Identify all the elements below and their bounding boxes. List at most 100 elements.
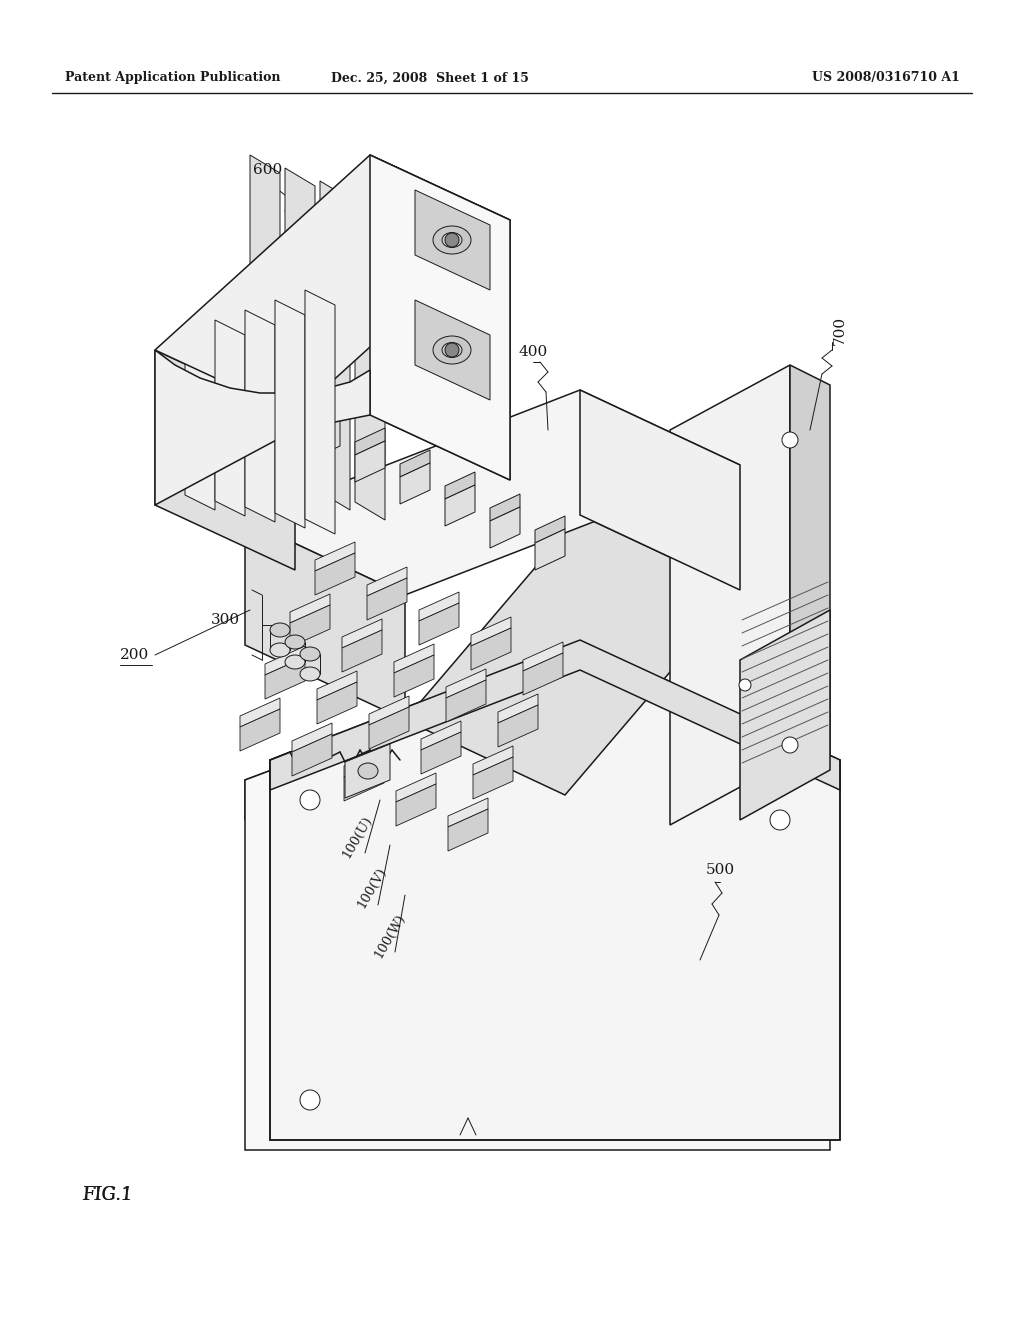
Ellipse shape [433, 337, 471, 364]
Polygon shape [345, 744, 390, 799]
Polygon shape [290, 605, 330, 647]
Polygon shape [315, 543, 355, 572]
Polygon shape [344, 759, 384, 801]
Circle shape [445, 234, 459, 247]
Polygon shape [490, 494, 520, 521]
Polygon shape [245, 520, 406, 719]
Polygon shape [342, 630, 382, 672]
Polygon shape [270, 640, 840, 789]
Circle shape [300, 789, 319, 810]
Polygon shape [445, 484, 475, 525]
Polygon shape [292, 734, 332, 776]
Ellipse shape [433, 226, 471, 253]
Polygon shape [449, 809, 488, 851]
Polygon shape [250, 154, 280, 490]
Polygon shape [445, 473, 475, 499]
Polygon shape [498, 694, 538, 723]
Polygon shape [446, 669, 486, 698]
Polygon shape [369, 696, 409, 725]
Polygon shape [471, 616, 511, 645]
Polygon shape [265, 645, 305, 675]
Text: 100(W): 100(W) [372, 911, 408, 960]
Polygon shape [342, 619, 382, 648]
Polygon shape [245, 660, 830, 820]
Polygon shape [369, 708, 409, 748]
Polygon shape [421, 733, 461, 774]
Ellipse shape [358, 763, 378, 779]
Circle shape [770, 810, 790, 830]
Polygon shape [155, 350, 295, 570]
Text: FIG.1: FIG.1 [82, 1185, 132, 1204]
Polygon shape [245, 660, 830, 1150]
Polygon shape [490, 507, 520, 548]
Polygon shape [535, 529, 565, 570]
Polygon shape [449, 799, 488, 828]
Polygon shape [285, 168, 315, 500]
Polygon shape [367, 578, 407, 620]
Polygon shape [471, 628, 511, 671]
Text: 600: 600 [253, 162, 283, 177]
Circle shape [782, 432, 798, 447]
Polygon shape [215, 319, 245, 516]
Polygon shape [535, 516, 565, 543]
Polygon shape [155, 350, 370, 506]
Text: Patent Application Publication: Patent Application Publication [65, 71, 281, 84]
Ellipse shape [270, 623, 290, 638]
Circle shape [782, 737, 798, 752]
Text: 500: 500 [706, 863, 734, 876]
Polygon shape [290, 594, 330, 623]
Polygon shape [670, 366, 790, 825]
Polygon shape [270, 640, 840, 1140]
Polygon shape [317, 682, 357, 723]
Polygon shape [155, 154, 510, 414]
Polygon shape [394, 644, 434, 673]
Ellipse shape [285, 635, 305, 649]
Polygon shape [421, 721, 461, 750]
Polygon shape [523, 642, 563, 671]
Text: 400: 400 [518, 345, 548, 359]
Text: US 2008/0316710 A1: US 2008/0316710 A1 [812, 71, 961, 84]
Polygon shape [355, 194, 385, 520]
Polygon shape [265, 657, 305, 700]
Polygon shape [396, 774, 436, 803]
Polygon shape [275, 300, 305, 528]
Polygon shape [245, 310, 275, 521]
Polygon shape [310, 407, 340, 433]
Text: 100(V): 100(V) [355, 865, 389, 909]
Circle shape [300, 1090, 319, 1110]
Text: 100(U): 100(U) [340, 813, 375, 861]
Circle shape [445, 343, 459, 356]
Polygon shape [344, 748, 384, 777]
Text: FIG.1: FIG.1 [82, 1185, 133, 1204]
Polygon shape [790, 366, 830, 780]
Text: Dec. 25, 2008  Sheet 1 of 15: Dec. 25, 2008 Sheet 1 of 15 [331, 71, 529, 84]
Polygon shape [292, 723, 332, 752]
Polygon shape [523, 653, 563, 696]
Polygon shape [446, 680, 486, 722]
Ellipse shape [300, 647, 319, 661]
Polygon shape [240, 709, 280, 751]
Polygon shape [185, 330, 215, 510]
Polygon shape [245, 389, 740, 595]
Text: 700: 700 [833, 315, 847, 345]
Polygon shape [310, 418, 340, 459]
Polygon shape [394, 655, 434, 697]
Circle shape [739, 678, 751, 690]
Polygon shape [473, 746, 513, 775]
Polygon shape [740, 610, 830, 820]
Polygon shape [419, 591, 459, 620]
Polygon shape [473, 756, 513, 799]
Polygon shape [406, 515, 740, 795]
Polygon shape [370, 154, 510, 480]
Polygon shape [319, 181, 350, 510]
Ellipse shape [442, 342, 462, 358]
Text: 300: 300 [211, 612, 240, 627]
Polygon shape [415, 300, 490, 400]
Polygon shape [415, 190, 490, 290]
Polygon shape [367, 568, 407, 597]
Polygon shape [240, 698, 280, 727]
Ellipse shape [285, 655, 305, 669]
Polygon shape [580, 389, 740, 590]
Polygon shape [315, 553, 355, 595]
Polygon shape [355, 428, 385, 455]
